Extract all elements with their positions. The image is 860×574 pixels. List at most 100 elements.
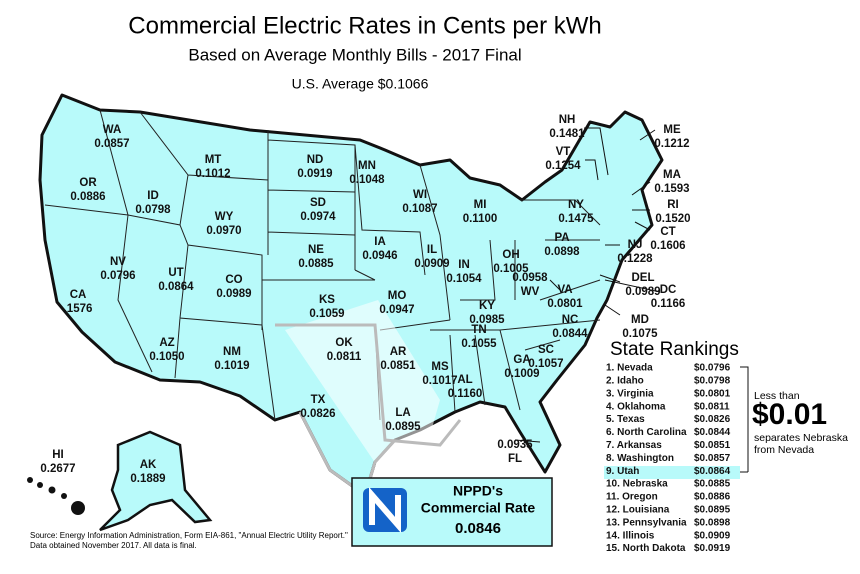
state-rate: 0.0989: [216, 288, 251, 300]
state-abbr: WI: [413, 189, 427, 201]
state-abbr: MT: [205, 154, 222, 166]
state-rate: 0.1075: [622, 328, 658, 340]
state-rate: 0.0970: [206, 225, 241, 237]
ranking-label: 8. Washington: [606, 453, 674, 464]
state-abbr: ID: [147, 190, 159, 202]
state-abbr: MI: [474, 199, 487, 211]
state-rate: 0.1100: [463, 213, 498, 225]
state-abbr: NC: [562, 314, 579, 326]
state-abbr: RI: [667, 199, 679, 211]
highlight-beam: [285, 300, 440, 470]
state-abbr: SC: [538, 344, 554, 356]
state-rate: 0.1475: [558, 213, 594, 225]
state-abbr: WY: [215, 211, 234, 223]
ranking-label: 13. Pennsylvania: [606, 517, 687, 528]
state-abbr: MO: [388, 290, 407, 302]
state-rate: 0.0946: [362, 250, 397, 262]
state-rate: 0.0811: [327, 351, 362, 363]
nppd-caption: Commercial Rate: [421, 500, 536, 516]
ranking-label: 5. Texas: [606, 414, 645, 425]
state-rate: 0.1009: [504, 368, 539, 380]
us-outline: [38, 93, 664, 497]
ranking-rate: $0.0898: [694, 517, 731, 528]
ranking-label: 9. Utah: [606, 466, 639, 477]
state-rate: 0.1254: [545, 160, 581, 172]
nppd-name: NPPD's: [453, 483, 503, 499]
ranking-rate: $0.0919: [694, 543, 731, 554]
ranking-rate: $0.0885: [694, 479, 731, 490]
state-abbr: WV: [521, 286, 540, 298]
state-rate: 0.0885: [298, 258, 334, 270]
nppd-rate: 0.0846: [455, 520, 501, 537]
ranking-rate: $0.0895: [694, 505, 731, 516]
ranking-rate: $0.0857: [694, 453, 731, 464]
note-line1: Less than: [754, 390, 800, 402]
state-rate: 0.0895: [385, 421, 421, 433]
state-abbr: SD: [310, 197, 326, 209]
ranking-rows: 1. Nevada $0.0796 2. Idaho $0.0798 3. Virgin…: [606, 363, 731, 555]
rankings-title: State Rankings: [610, 339, 739, 360]
ranking-rate: $0.0796: [694, 363, 731, 374]
state-abbr: CT: [660, 226, 675, 238]
ranking-rate: $0.0844: [694, 427, 731, 438]
state-rate: 0.1005: [493, 263, 529, 275]
us-average: U.S. Average $0.1066: [292, 76, 429, 92]
ranking-label: 7. Arkansas: [606, 440, 662, 451]
state-abbr: CA: [70, 289, 87, 301]
state-rate: 0.0985: [469, 314, 505, 326]
state-rate: 0.1593: [654, 183, 689, 195]
state-abbr: HI: [52, 449, 64, 461]
state-rate: .1576: [64, 303, 93, 315]
state-rate: 0.0947: [379, 304, 414, 316]
state-rate: 0.0864: [158, 281, 194, 293]
leader-lines: [514, 127, 661, 443]
state-abbr: AK: [140, 459, 157, 471]
state-rate: 0.1228: [617, 253, 653, 265]
state-borders: [44, 109, 601, 421]
state-abbr: AL: [457, 374, 472, 386]
ranking-label: 10. Nebraska: [606, 479, 668, 490]
state-abbr: IN: [458, 259, 470, 271]
ranking-rate: $0.0826: [694, 414, 731, 425]
state-rate: 0.0826: [300, 408, 335, 420]
state-rate: 0.1606: [650, 240, 685, 252]
state-abbr: NH: [559, 114, 576, 126]
state-abbr: TN: [471, 324, 486, 336]
state-abbr: NY: [568, 199, 584, 211]
state-abbr: AZ: [159, 337, 174, 349]
state-rate: 0.1059: [309, 308, 344, 320]
state-rate: 0.1166: [651, 298, 686, 310]
ranking-label: 4. Oklahoma: [606, 401, 666, 412]
state-rate: 0.0844: [552, 328, 588, 340]
state-abbr: NE: [308, 244, 324, 256]
state-abbr: ND: [307, 154, 324, 166]
state-abbr: VA: [557, 284, 572, 296]
state-abbr: AR: [390, 346, 407, 358]
state-rate: 0.0857: [94, 138, 129, 150]
state-abbr: FL: [508, 453, 522, 465]
note-line3: from Nevada: [754, 444, 814, 456]
state-abbr: NV: [110, 256, 126, 268]
state-rate: 0.1481: [549, 128, 585, 140]
state-rate: 0.0801: [547, 298, 583, 310]
state-abbr: OH: [502, 249, 519, 261]
alaska: [99, 430, 213, 532]
state-abbr: MN: [358, 160, 376, 172]
ranking-rate: $0.0801: [694, 388, 731, 399]
state-abbr: KY: [479, 300, 495, 312]
state-rate: 0.0974: [300, 211, 336, 223]
ranking-rate: $0.0851: [694, 440, 731, 451]
state-abbr: IL: [427, 244, 437, 256]
state-abbr: OR: [79, 177, 97, 189]
state-rate: 0.1048: [349, 174, 385, 186]
state-abbr: VT: [556, 146, 571, 158]
state-rate: 0.1212: [654, 138, 689, 150]
state-labels: WA 0.0857 OR 0.0886 CA .1576 NV 0.0796 ID 0.0798 M…: [40, 114, 690, 485]
state-rate: 0.0989: [625, 286, 660, 298]
state-rate: 0.1017: [422, 375, 457, 387]
ranking-label: 12. Louisiana: [606, 505, 670, 516]
state-abbr: ME: [663, 124, 681, 136]
ranking-highlight: [604, 466, 740, 479]
